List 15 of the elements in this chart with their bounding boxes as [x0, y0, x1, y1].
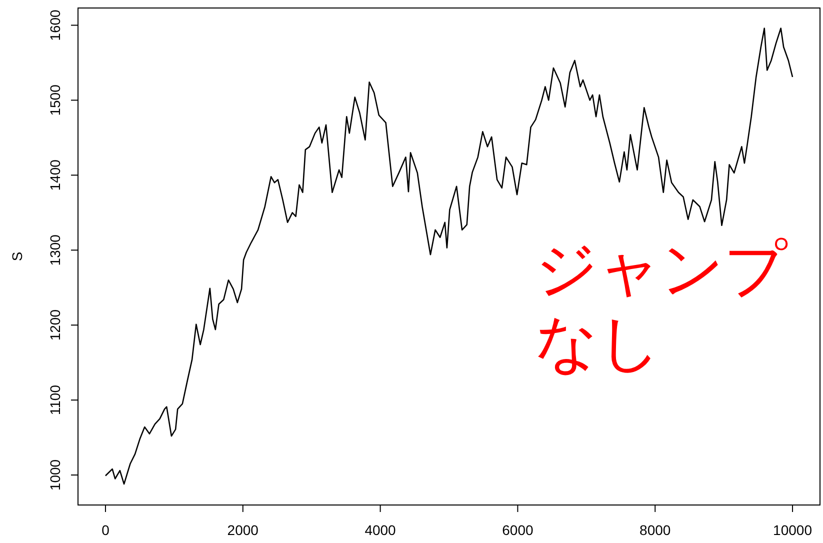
y-tick-label: 1000	[47, 459, 63, 491]
x-tick-label: 6000	[502, 522, 534, 538]
x-tick-label: 10000	[773, 522, 812, 538]
y-tick-label: 1200	[47, 309, 63, 341]
y-axis-title: S	[9, 252, 25, 262]
y-tick-label: 1400	[47, 159, 63, 191]
x-tick-label: 8000	[640, 522, 671, 538]
y-tick-label: 1500	[47, 84, 63, 116]
y-tick-label: 1300	[47, 234, 63, 266]
annotation: ジャンプなし	[535, 232, 789, 380]
x-tick-label: 2000	[227, 522, 259, 538]
y-tick-label: 1600	[47, 9, 63, 41]
x-tick-label: 4000	[364, 522, 396, 538]
y-tick-label: 1100	[47, 384, 63, 416]
x-tick-label: 0	[102, 522, 110, 538]
